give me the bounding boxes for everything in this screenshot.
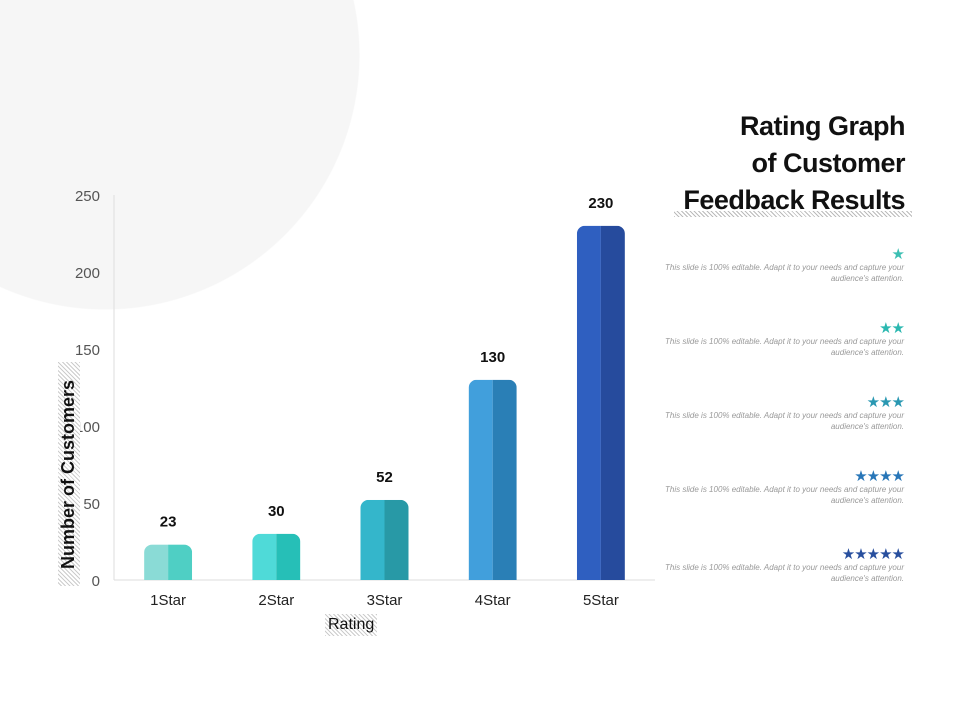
bar-left-half [144, 544, 169, 580]
bar-right-half [168, 544, 193, 580]
x-tick-label: 3Star [367, 592, 403, 609]
data-label: 130 [480, 349, 505, 366]
y-tick-label: 200 [75, 265, 100, 282]
bar-left-half [576, 225, 601, 581]
x-tick-label: 4Star [475, 592, 511, 609]
bar [144, 544, 193, 580]
chart-title: Rating Graph of Customer Feedback Result… [645, 108, 905, 219]
x-tick-label: 2Star [258, 592, 294, 609]
data-label: 23 [160, 514, 177, 531]
x-tick-label: 5Star [583, 592, 619, 609]
legend-item: ★ This slide is 100% editable. Adapt it t… [664, 246, 905, 284]
bar-left-half [360, 499, 385, 580]
legend-item: ★★★★ This slide is 100% editable. Adapt i… [664, 468, 905, 506]
y-tick-label: 0 [92, 573, 100, 590]
star-rating-icon: ★★★★★ [841, 546, 905, 563]
bar-right-half [276, 533, 301, 580]
legend-item: ★★★★★ This slide is 100% editable. Adapt … [664, 546, 905, 584]
data-label: 230 [588, 195, 613, 212]
data-label: 30 [268, 503, 285, 520]
y-axis-label: Number of Customers [58, 362, 80, 586]
star-rating-icon: ★ [891, 246, 905, 263]
data-label: 52 [376, 469, 393, 486]
title-line: Rating Graph [739, 111, 906, 141]
star-rating-icon: ★★★★ [854, 468, 905, 485]
bar-left-half [252, 533, 277, 580]
legend-text: This slide is 100% editable. Adapt it to… [665, 337, 904, 357]
y-tick-label: 100 [75, 419, 100, 436]
legend-item: ★★ This slide is 100% editable. Adapt it … [664, 320, 905, 358]
legend-text: This slide is 100% editable. Adapt it to… [665, 563, 904, 583]
bar [360, 499, 409, 580]
bar-right-half [492, 379, 517, 580]
bar-right-half [384, 499, 409, 580]
legend-text: This slide is 100% editable. Adapt it to… [665, 263, 904, 283]
bar [252, 533, 301, 580]
x-tick-label: 1Star [150, 592, 186, 609]
bar-right-half [600, 225, 625, 581]
bar-left-half [468, 379, 493, 580]
y-tick-label: 250 [75, 188, 100, 205]
y-tick-label: 150 [75, 342, 100, 359]
star-rating-icon: ★★★ [866, 394, 905, 411]
legend-text: This slide is 100% editable. Adapt it to… [665, 485, 904, 505]
title-underline [674, 211, 912, 217]
title-line: of Customer [751, 148, 905, 178]
title-line: Feedback Results [683, 185, 905, 215]
legend-item: ★★★ This slide is 100% editable. Adapt it… [664, 394, 905, 432]
bar [468, 379, 517, 580]
background-circle [0, 0, 360, 310]
y-tick-label: 50 [83, 496, 100, 513]
star-rating-icon: ★★ [879, 320, 905, 337]
bar [576, 225, 625, 581]
x-axis-label: Rating [325, 614, 378, 636]
legend-text: This slide is 100% editable. Adapt it to… [665, 411, 904, 431]
